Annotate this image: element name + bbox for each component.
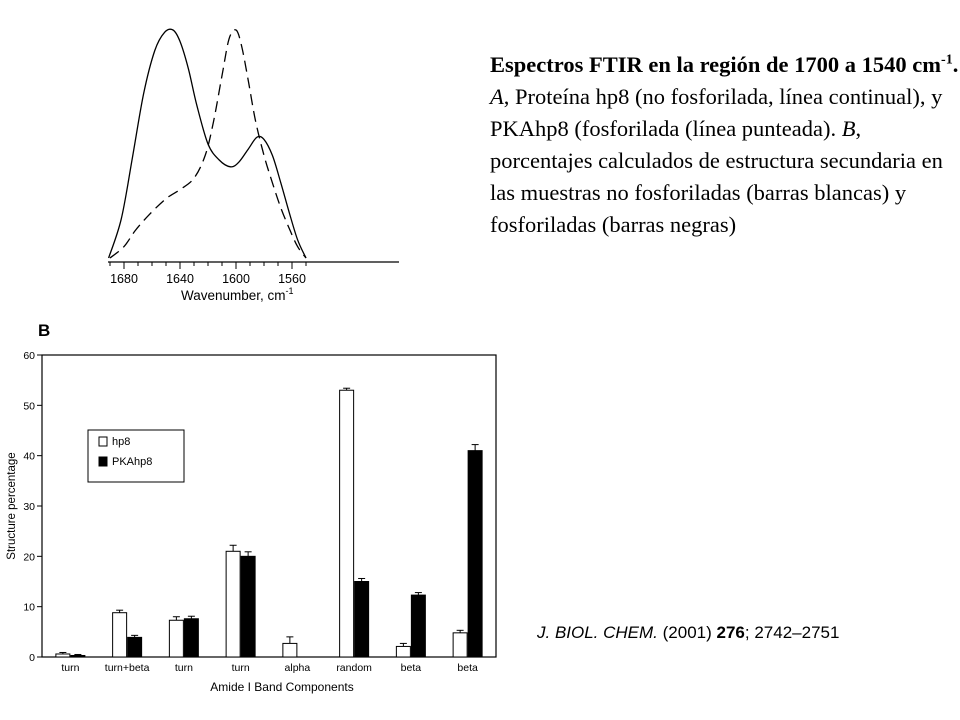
y-tick-label: 20 [23,551,35,563]
bar-pkahp8 [70,654,86,658]
series-line-pkahp8 [109,29,307,259]
bar-pkahp8 [127,636,143,658]
x-category-label: alpha [285,662,311,674]
y-tick-label: 30 [23,501,35,513]
caption-text-a: , Proteína hp8 (no fosforilada, línea co… [490,83,943,141]
bar-hp8 [452,632,468,658]
y-axis-label: Structure percentage [6,452,18,559]
citation-volume: 276 [716,623,745,642]
legend-label-pkahp8: PKAhp8 [112,456,152,468]
caption-superscript: -1 [941,52,953,67]
x-category-label: beta [457,662,478,674]
plot-frame [41,354,497,658]
caption-text-b: , porcentajes calculados de estructura s… [490,115,943,237]
x-category-label: turn [61,662,79,674]
y-tick-label: 40 [23,451,35,463]
citation: J. BIOL. CHEM. (2001) 276; 2742–2751 [537,623,839,643]
x-tick-label: 1600 [222,272,250,286]
x-category-label: beta [401,662,422,674]
citation-year: (2001) [657,623,717,642]
bar-hp8 [112,612,128,658]
bar-pkahp8 [354,581,370,658]
bar-pkahp8 [467,450,483,658]
figure-caption: Espectros FTIR en la región de 1700 a 15… [490,44,960,241]
series-line-hp8 [107,28,307,259]
legend-label-hp8: hp8 [112,436,130,448]
bar-hp8 [339,389,355,658]
citation-journal: J. BIOL. CHEM. [537,623,658,642]
bar-hp8 [168,619,184,658]
x-axis-label-text: Wavenumber, cm [181,288,286,303]
bar-hp8 [395,645,411,658]
citation-pages: ; 2742–2751 [744,623,840,642]
x-axis-label-sup: -1 [286,286,294,296]
bar-pkahp8 [410,594,426,658]
caption-title: Espectros FTIR en la región de 1700 a 15… [490,51,959,77]
x-tick-label: 1560 [278,272,306,286]
y-tick-label: 0 [29,652,35,664]
x-tick-label: 1640 [166,272,194,286]
bar-hp8 [282,642,298,658]
x-axis-label: Amide I Band Components [210,680,353,694]
caption-label-b: B [841,115,856,141]
x-axis-label: Wavenumber, cm-1 [181,286,294,303]
legend-box [87,429,185,483]
legend-swatch-hp8 [98,436,108,447]
bar-hp8 [225,550,241,658]
legend-swatch-pkahp8 [98,456,108,467]
bar-hp8 [55,653,71,658]
x-category-label: random [336,662,372,674]
caption-label-a: A [490,83,504,109]
y-tick-label: 50 [23,400,35,412]
x-category-label: turn [175,662,193,674]
x-tick-label: 1680 [110,272,138,286]
panel-label-b: B [38,321,50,340]
bar-pkahp8 [240,555,256,658]
y-tick-label: 10 [23,602,35,614]
x-category-label: turn+beta [105,662,150,674]
bar-pkahp8 [183,618,199,658]
x-category-label: turn [232,662,250,674]
y-tick-label: 60 [23,350,35,362]
